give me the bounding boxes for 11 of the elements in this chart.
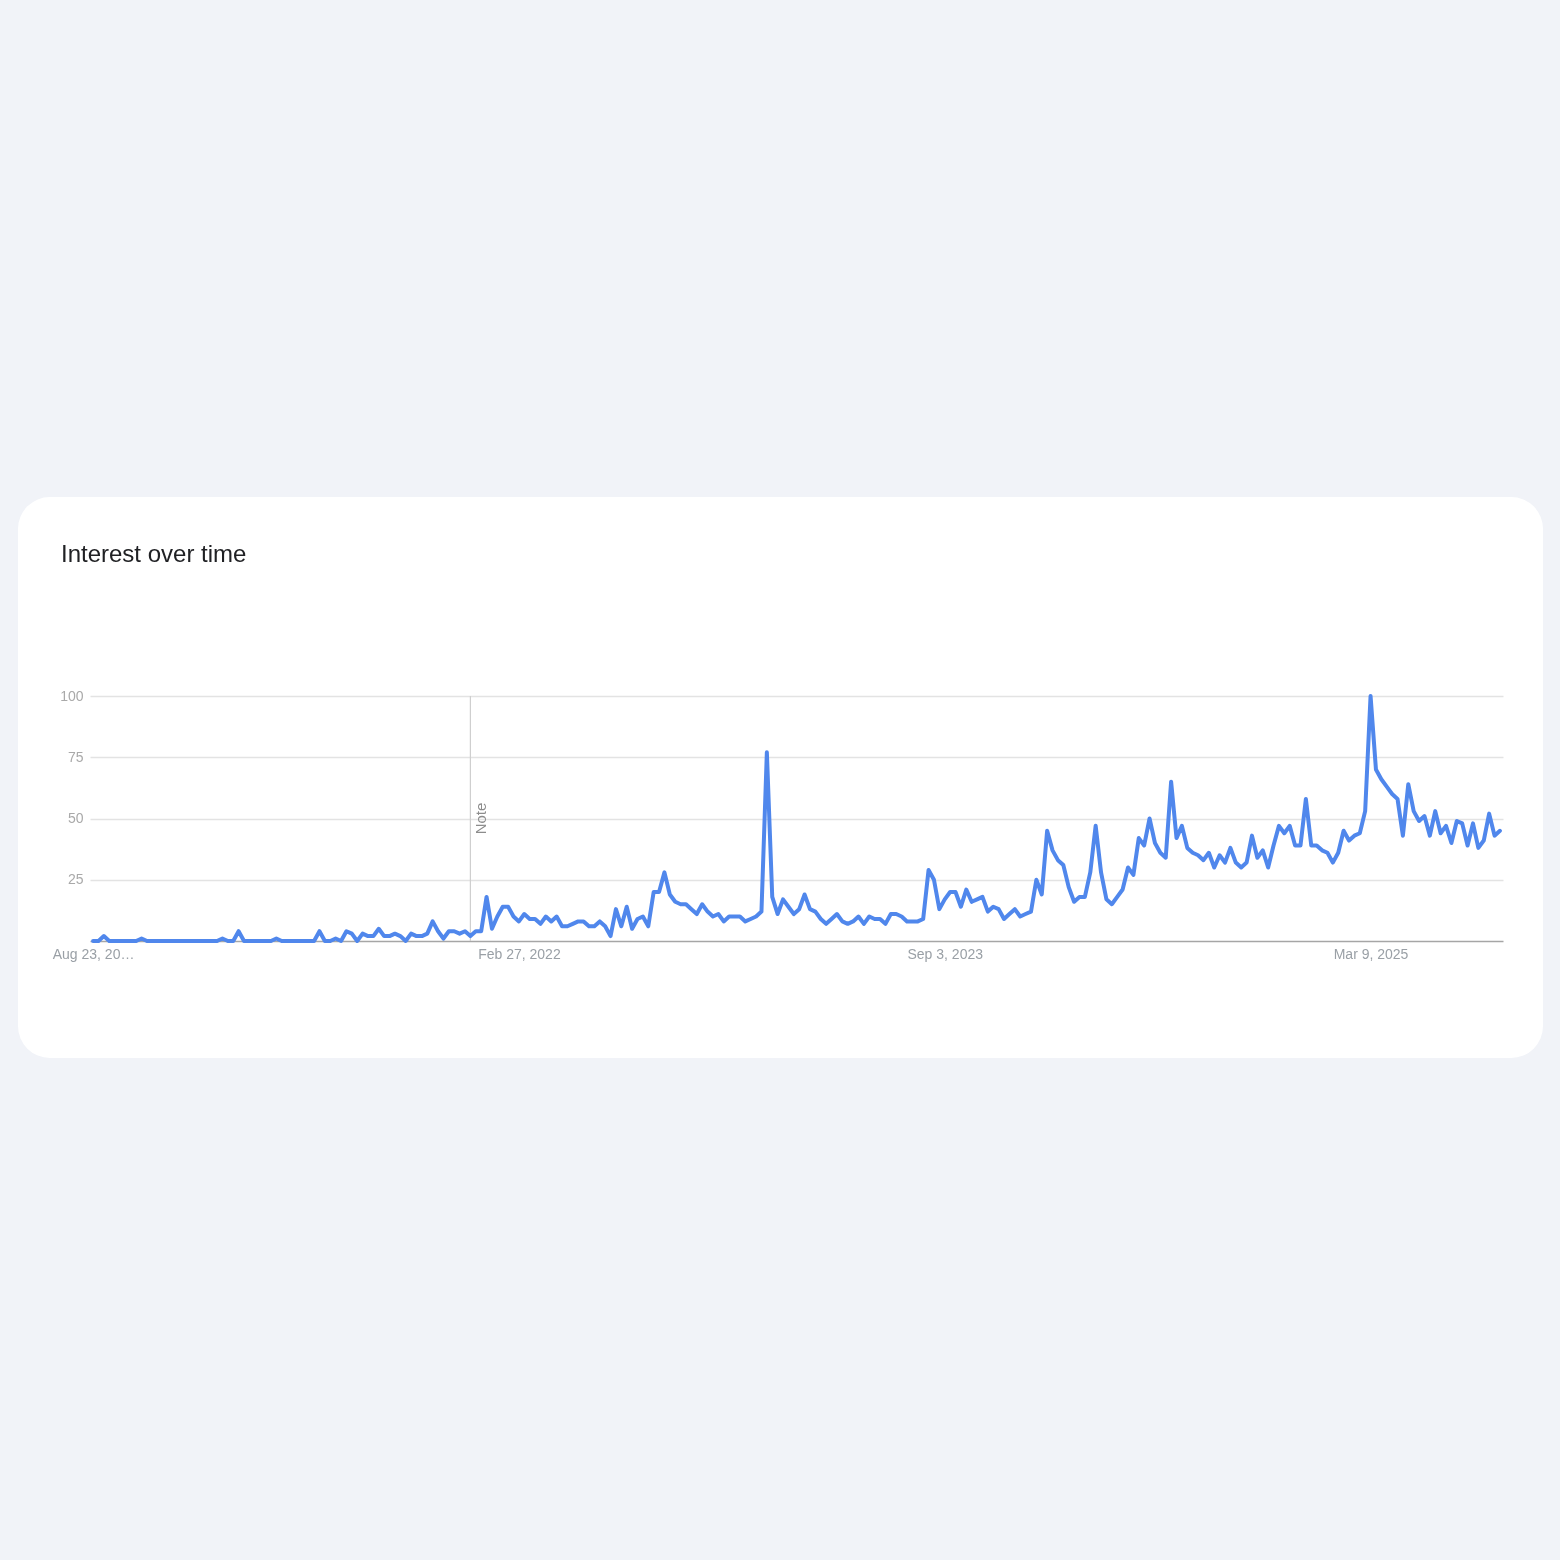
line-series xyxy=(91,694,1502,943)
y-tick-label: 50 xyxy=(67,810,84,826)
x-tick-label: Sep 3, 2023 xyxy=(907,945,984,962)
ref-line-label: Note xyxy=(472,802,490,835)
y-tick-label: 75 xyxy=(67,748,84,765)
x-tick-label: Aug 23, 20… xyxy=(52,945,135,962)
x-tick-label: Mar 9, 2025 xyxy=(1333,945,1409,962)
y-tick-label: 25 xyxy=(67,871,84,888)
chart-title: Interest over time xyxy=(61,539,247,569)
y-tick-label: 100 xyxy=(60,687,84,704)
x-tick-label: Feb 27, 2022 xyxy=(478,945,561,962)
